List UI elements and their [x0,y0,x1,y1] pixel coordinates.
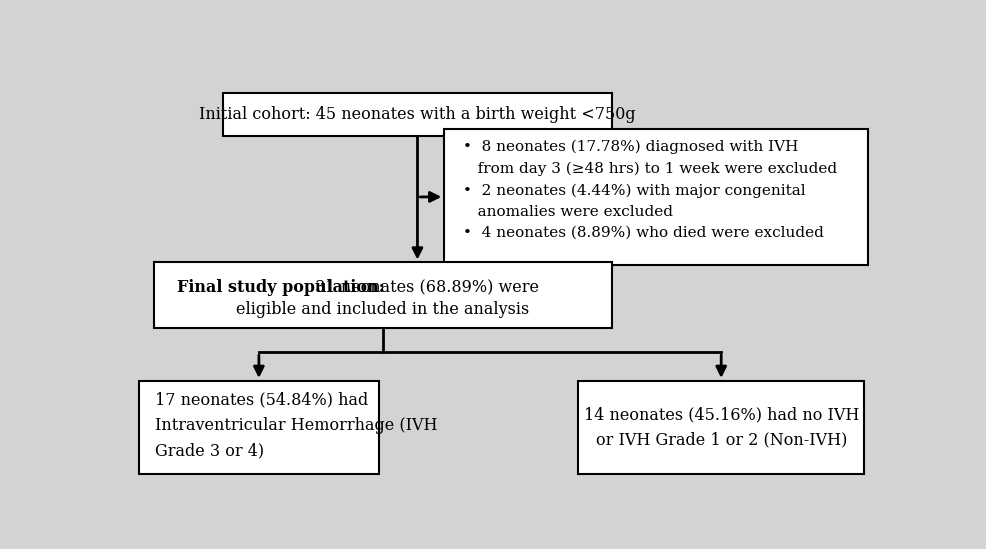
Text: 31 neonates (68.89%) were: 31 neonates (68.89%) were [311,279,539,296]
FancyBboxPatch shape [138,381,380,474]
Text: Final study population:: Final study population: [176,279,385,296]
Text: eligible and included in the analysis: eligible and included in the analysis [237,301,529,318]
Text: 17 neonates (54.84%) had
Intraventricular Hemorrhage (IVH
Grade 3 or 4): 17 neonates (54.84%) had Intraventricula… [156,391,438,460]
FancyBboxPatch shape [223,93,612,136]
Text: Initial cohort: 45 neonates with a birth weight <750g: Initial cohort: 45 neonates with a birth… [199,106,636,123]
FancyBboxPatch shape [444,129,869,265]
FancyBboxPatch shape [578,381,865,474]
Text: 14 neonates (45.16%) had no IVH
or IVH Grade 1 or 2 (Non-IVH): 14 neonates (45.16%) had no IVH or IVH G… [584,406,859,449]
Text: •  8 neonates (17.78%) diagnosed with IVH
   from day 3 (≥48 hrs) to 1 week were: • 8 neonates (17.78%) diagnosed with IVH… [463,140,837,240]
FancyBboxPatch shape [154,262,612,328]
